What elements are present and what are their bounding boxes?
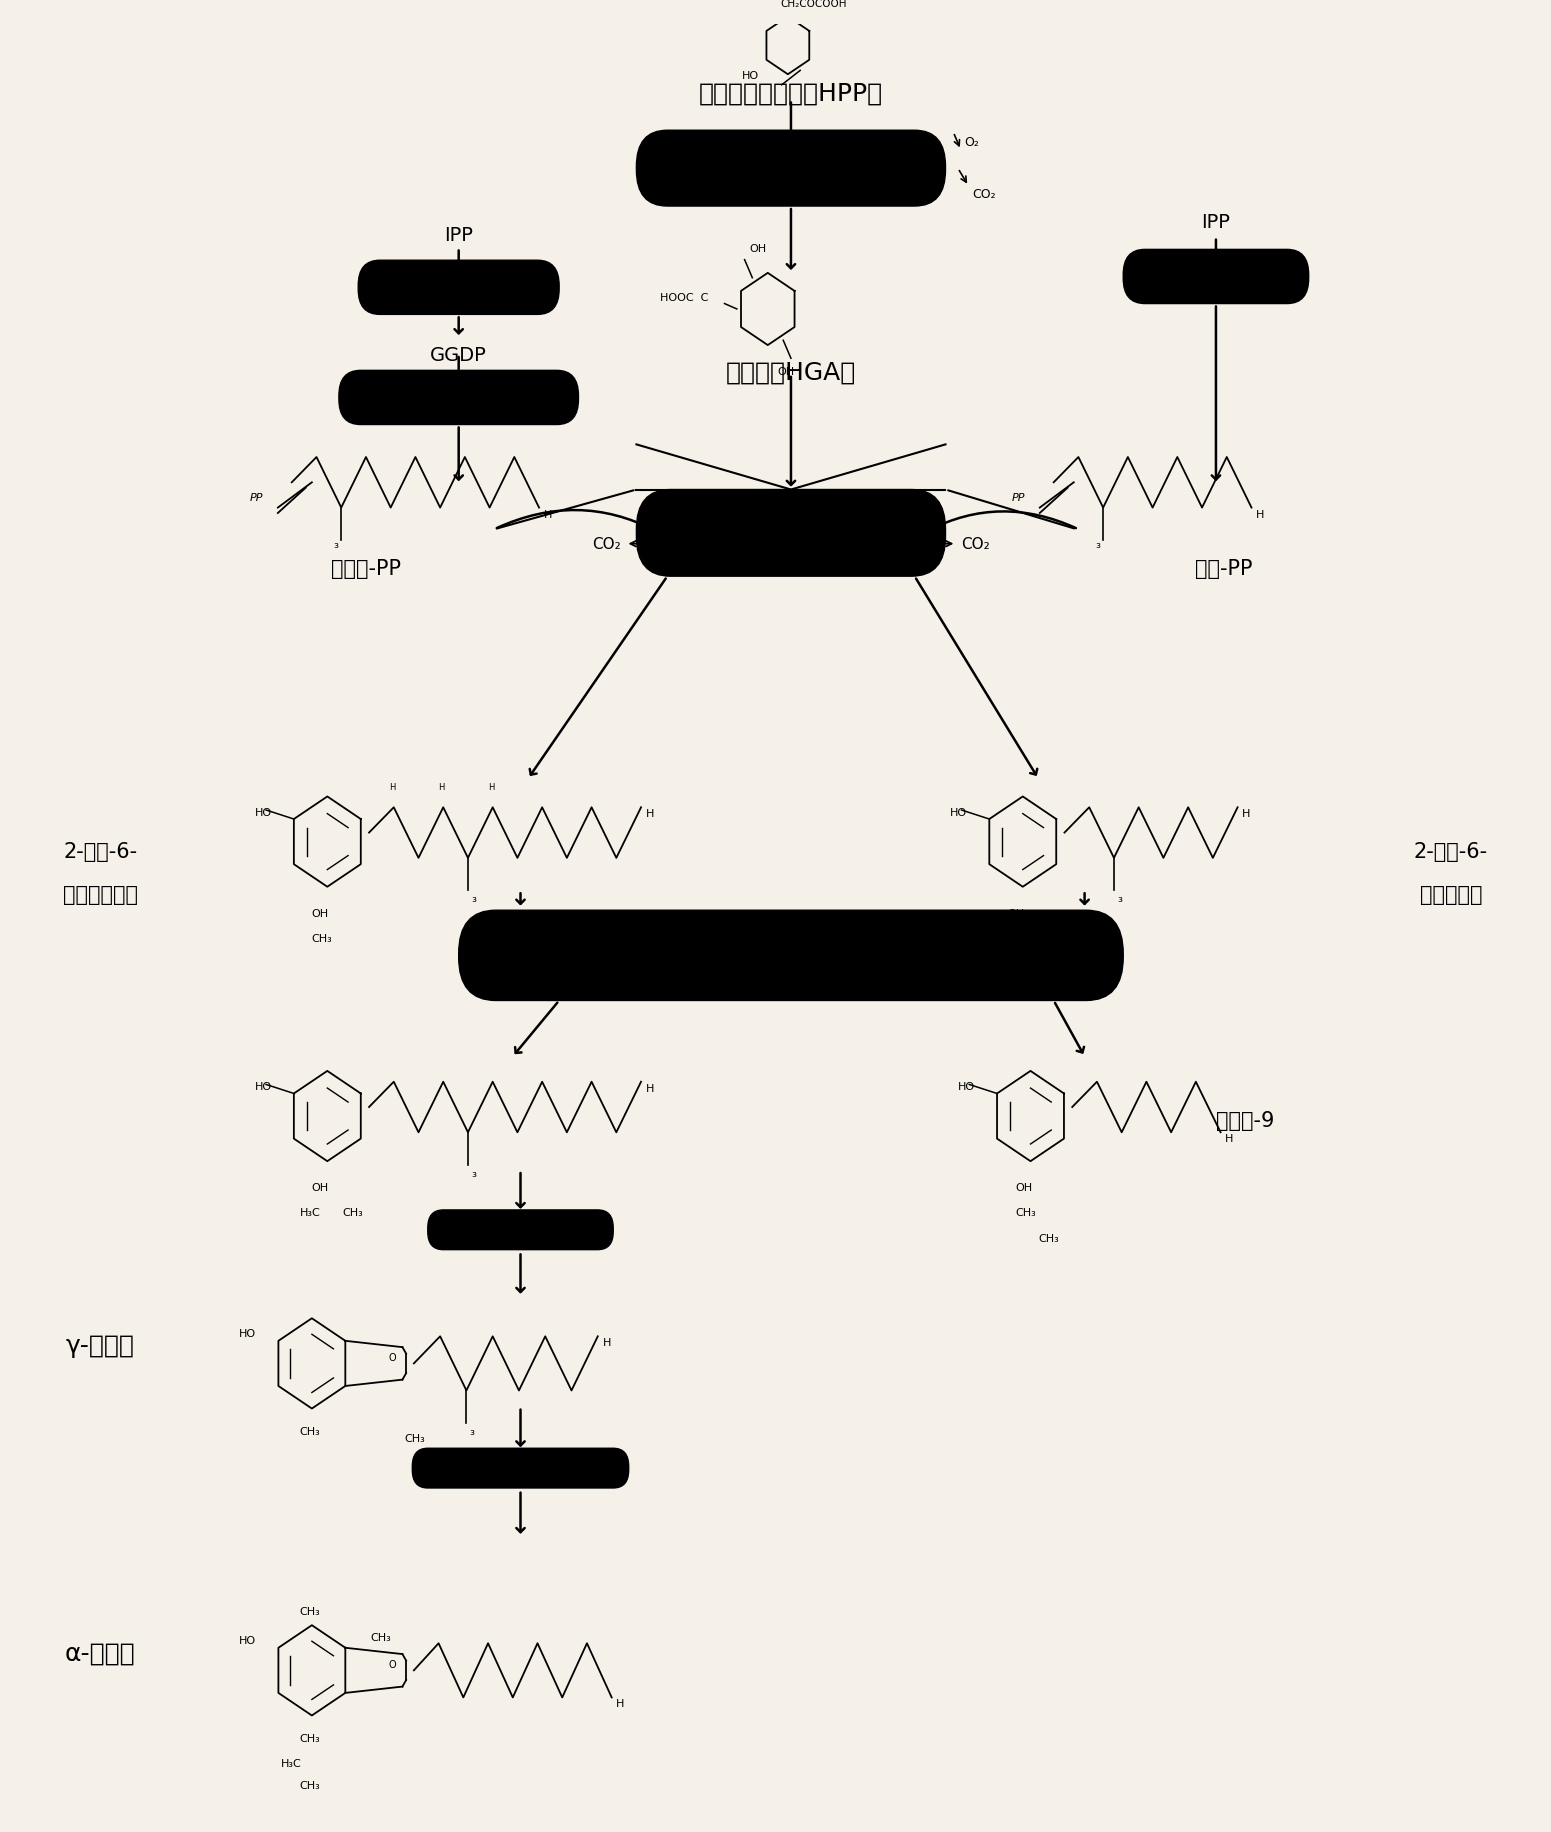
Text: HO: HO xyxy=(741,71,758,81)
Text: CH₃: CH₃ xyxy=(371,1632,391,1641)
FancyBboxPatch shape xyxy=(358,262,560,315)
Text: IPP: IPP xyxy=(444,225,473,245)
Text: 2-甲基-6-: 2-甲基-6- xyxy=(64,841,136,861)
Text: ₃: ₃ xyxy=(472,892,476,905)
Text: CH₃: CH₃ xyxy=(343,1207,363,1218)
Text: γ-生育酚: γ-生育酚 xyxy=(65,1334,135,1358)
Text: CH₃: CH₃ xyxy=(1014,1207,1036,1218)
Text: CO₂: CO₂ xyxy=(972,189,996,202)
Text: H₃C: H₃C xyxy=(281,1759,302,1768)
Text: OH: OH xyxy=(749,244,766,255)
Text: O: O xyxy=(388,1658,396,1669)
Text: CH₃: CH₃ xyxy=(299,1607,320,1616)
Text: H: H xyxy=(439,782,445,791)
Text: CH₃: CH₃ xyxy=(1038,1233,1059,1242)
Text: CH₂COCOOH: CH₂COCOOH xyxy=(780,0,847,9)
Text: HOOC  C: HOOC C xyxy=(659,293,707,302)
FancyBboxPatch shape xyxy=(459,911,1123,1000)
Text: CH₃: CH₃ xyxy=(299,1779,320,1790)
Text: 茄基-PP: 茄基-PP xyxy=(1194,559,1252,579)
Text: HO: HO xyxy=(239,1328,256,1339)
Text: HO: HO xyxy=(254,1081,271,1092)
Text: GGDP: GGDP xyxy=(430,346,487,365)
Text: ₃: ₃ xyxy=(1117,892,1121,905)
FancyBboxPatch shape xyxy=(636,491,946,577)
Text: ₃: ₃ xyxy=(1095,539,1100,551)
Text: 叶绿基-PP: 叶绿基-PP xyxy=(330,559,402,579)
Text: IPP: IPP xyxy=(1202,213,1230,233)
Text: H: H xyxy=(645,810,655,819)
Text: CH₃: CH₃ xyxy=(299,1733,320,1742)
Text: ₃: ₃ xyxy=(470,1423,475,1436)
FancyBboxPatch shape xyxy=(340,372,579,425)
Text: 尿黑酸（HGA）: 尿黑酸（HGA） xyxy=(726,361,856,385)
Text: HO: HO xyxy=(951,808,968,817)
Text: H: H xyxy=(602,1337,611,1348)
Text: H: H xyxy=(489,782,495,791)
Text: 2-甲基-6-: 2-甲基-6- xyxy=(1415,841,1487,861)
Text: CH₃: CH₃ xyxy=(299,1425,320,1436)
Text: HO: HO xyxy=(959,1081,976,1092)
Text: ₃: ₃ xyxy=(333,539,338,551)
FancyBboxPatch shape xyxy=(1123,251,1309,304)
Text: H: H xyxy=(1242,810,1250,819)
Text: CO₂: CO₂ xyxy=(962,537,990,551)
FancyBboxPatch shape xyxy=(636,132,946,207)
Text: O₂: O₂ xyxy=(965,136,979,148)
Text: PP: PP xyxy=(1011,493,1025,504)
Text: PP: PP xyxy=(250,493,264,504)
FancyBboxPatch shape xyxy=(428,1211,613,1249)
Text: ₃: ₃ xyxy=(472,1165,476,1180)
Text: H: H xyxy=(1256,509,1264,518)
FancyBboxPatch shape xyxy=(413,1449,628,1488)
Text: CH₃: CH₃ xyxy=(312,932,332,943)
Text: CH₃: CH₃ xyxy=(405,1433,425,1444)
Text: OH: OH xyxy=(1014,1182,1031,1193)
Text: H: H xyxy=(1225,1134,1233,1143)
Text: 质体醌-9: 质体醌-9 xyxy=(1216,1110,1275,1130)
Text: OH: OH xyxy=(312,1182,329,1193)
Text: H: H xyxy=(616,1698,625,1709)
Text: OH: OH xyxy=(777,366,794,377)
Text: 茄基质体醌: 茄基质体醌 xyxy=(1419,885,1483,905)
Text: OH: OH xyxy=(1007,909,1025,918)
Text: HO: HO xyxy=(239,1636,256,1645)
Text: CO₂: CO₂ xyxy=(592,537,620,551)
Text: HO: HO xyxy=(254,808,271,817)
Text: O: O xyxy=(388,1352,396,1361)
Text: H: H xyxy=(544,509,552,518)
Text: H₃C: H₃C xyxy=(299,1207,320,1218)
Text: H: H xyxy=(645,1083,655,1094)
Text: 对羟苯基丙酮酸（HPP）: 对羟苯基丙酮酸（HPP） xyxy=(700,81,883,104)
Text: 叶绿基质体醌: 叶绿基质体醌 xyxy=(62,885,138,905)
Text: OH: OH xyxy=(312,909,329,918)
Text: CH₃: CH₃ xyxy=(1007,932,1028,943)
Text: α-生育酚: α-生育酚 xyxy=(65,1640,135,1663)
Text: H: H xyxy=(389,782,396,791)
